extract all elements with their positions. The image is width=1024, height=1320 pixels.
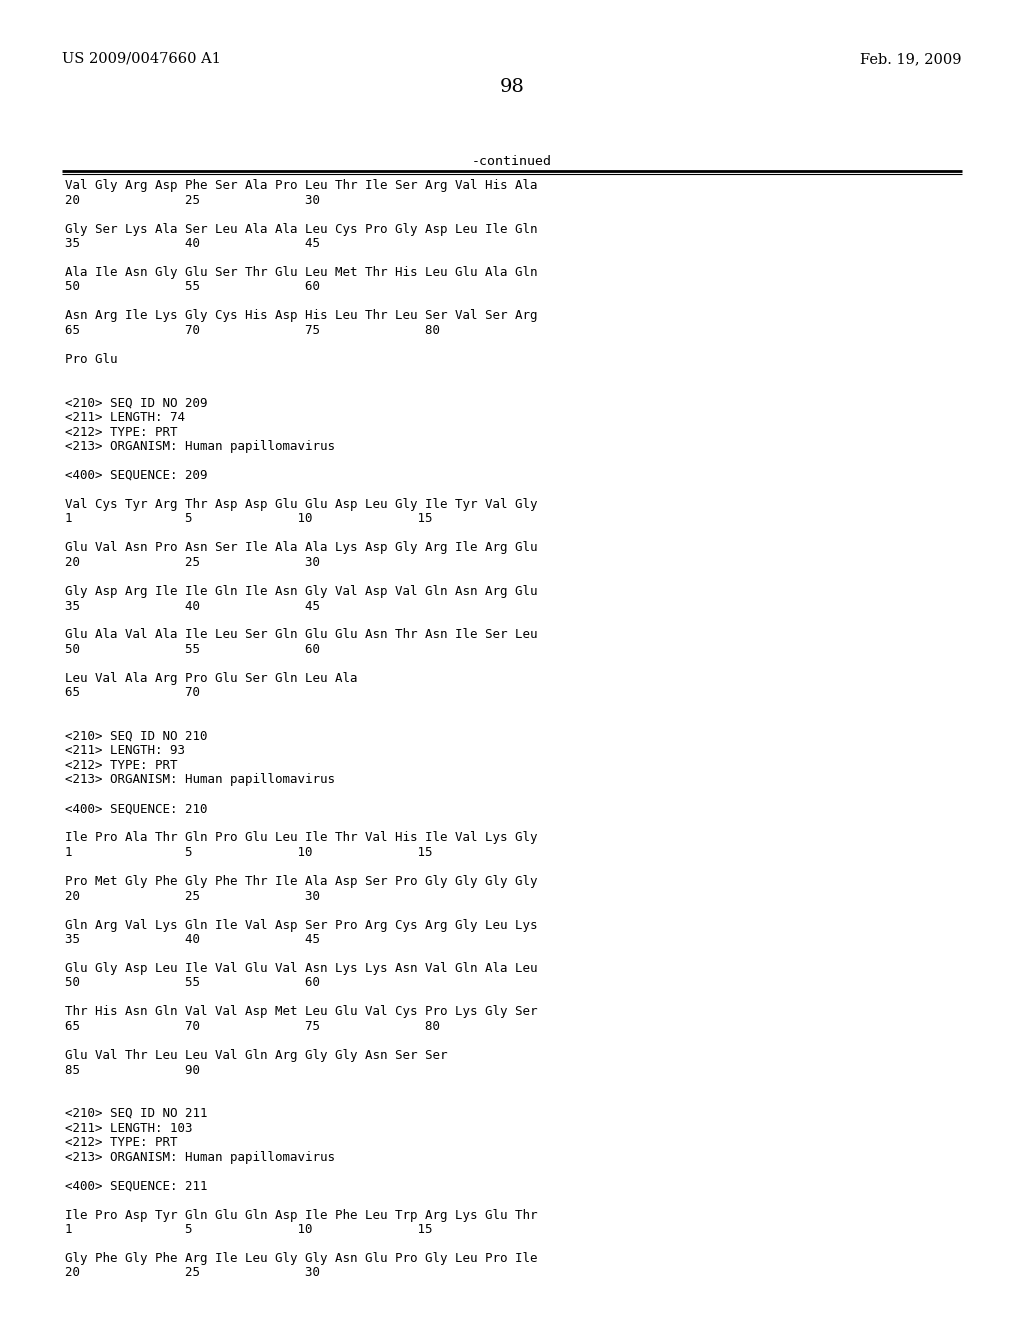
Text: Glu Gly Asp Leu Ile Val Glu Val Asn Lys Lys Asn Val Gln Ala Leu: Glu Gly Asp Leu Ile Val Glu Val Asn Lys … [65,962,538,975]
Text: Ala Ile Asn Gly Glu Ser Thr Glu Leu Met Thr His Leu Glu Ala Gln: Ala Ile Asn Gly Glu Ser Thr Glu Leu Met … [65,267,538,279]
Text: Glu Ala Val Ala Ile Leu Ser Gln Glu Glu Asn Thr Asn Ile Ser Leu: Glu Ala Val Ala Ile Leu Ser Gln Glu Glu … [65,628,538,642]
Text: Ile Pro Asp Tyr Gln Glu Gln Asp Ile Phe Leu Trp Arg Lys Glu Thr: Ile Pro Asp Tyr Gln Glu Gln Asp Ile Phe … [65,1209,538,1221]
Text: Pro Glu: Pro Glu [65,352,118,366]
Text: 20              25              30: 20 25 30 [65,556,319,569]
Text: Gly Asp Arg Ile Ile Gln Ile Asn Gly Val Asp Val Gln Asn Arg Glu: Gly Asp Arg Ile Ile Gln Ile Asn Gly Val … [65,585,538,598]
Text: <213> ORGANISM: Human papillomavirus: <213> ORGANISM: Human papillomavirus [65,440,335,453]
Text: <211> LENGTH: 103: <211> LENGTH: 103 [65,1122,193,1134]
Text: 35              40              45: 35 40 45 [65,599,319,612]
Text: <210> SEQ ID NO 210: <210> SEQ ID NO 210 [65,730,208,743]
Text: 50              55              60: 50 55 60 [65,643,319,656]
Text: 20              25              30: 20 25 30 [65,1266,319,1279]
Text: 65              70              75              80: 65 70 75 80 [65,323,440,337]
Text: <211> LENGTH: 74: <211> LENGTH: 74 [65,411,185,424]
Text: <211> LENGTH: 93: <211> LENGTH: 93 [65,744,185,758]
Text: Gly Phe Gly Phe Arg Ile Leu Gly Gly Asn Glu Pro Gly Leu Pro Ile: Gly Phe Gly Phe Arg Ile Leu Gly Gly Asn … [65,1251,538,1265]
Text: US 2009/0047660 A1: US 2009/0047660 A1 [62,51,221,66]
Text: Val Cys Tyr Arg Thr Asp Asp Glu Glu Asp Leu Gly Ile Tyr Val Gly: Val Cys Tyr Arg Thr Asp Asp Glu Glu Asp … [65,498,538,511]
Text: <212> TYPE: PRT: <212> TYPE: PRT [65,425,177,438]
Text: Gly Ser Lys Ala Ser Leu Ala Ala Leu Cys Pro Gly Asp Leu Ile Gln: Gly Ser Lys Ala Ser Leu Ala Ala Leu Cys … [65,223,538,235]
Text: 1               5              10              15: 1 5 10 15 [65,1224,432,1236]
Text: <210> SEQ ID NO 211: <210> SEQ ID NO 211 [65,1107,208,1119]
Text: Leu Val Ala Arg Pro Glu Ser Gln Leu Ala: Leu Val Ala Arg Pro Glu Ser Gln Leu Ala [65,672,357,685]
Text: -continued: -continued [472,154,552,168]
Text: Thr His Asn Gln Val Val Asp Met Leu Glu Val Cys Pro Lys Gly Ser: Thr His Asn Gln Val Val Asp Met Leu Glu … [65,1006,538,1019]
Text: 98: 98 [500,78,524,96]
Text: <213> ORGANISM: Human papillomavirus: <213> ORGANISM: Human papillomavirus [65,1151,335,1163]
Text: <212> TYPE: PRT: <212> TYPE: PRT [65,759,177,772]
Text: 50              55              60: 50 55 60 [65,977,319,990]
Text: <400> SEQUENCE: 210: <400> SEQUENCE: 210 [65,803,208,816]
Text: Pro Met Gly Phe Gly Phe Thr Ile Ala Asp Ser Pro Gly Gly Gly Gly: Pro Met Gly Phe Gly Phe Thr Ile Ala Asp … [65,875,538,888]
Text: 65              70              75              80: 65 70 75 80 [65,1020,440,1034]
Text: <210> SEQ ID NO 209: <210> SEQ ID NO 209 [65,396,208,409]
Text: 1               5              10              15: 1 5 10 15 [65,846,432,859]
Text: Asn Arg Ile Lys Gly Cys His Asp His Leu Thr Leu Ser Val Ser Arg: Asn Arg Ile Lys Gly Cys His Asp His Leu … [65,309,538,322]
Text: <212> TYPE: PRT: <212> TYPE: PRT [65,1137,177,1148]
Text: 85              90: 85 90 [65,1064,200,1077]
Text: Glu Val Asn Pro Asn Ser Ile Ala Ala Lys Asp Gly Arg Ile Arg Glu: Glu Val Asn Pro Asn Ser Ile Ala Ala Lys … [65,541,538,554]
Text: 35              40              45: 35 40 45 [65,238,319,249]
Text: 50              55              60: 50 55 60 [65,281,319,293]
Text: <400> SEQUENCE: 211: <400> SEQUENCE: 211 [65,1180,208,1192]
Text: 20              25              30: 20 25 30 [65,194,319,206]
Text: <213> ORGANISM: Human papillomavirus: <213> ORGANISM: Human papillomavirus [65,774,335,787]
Text: 65              70: 65 70 [65,686,200,700]
Text: <400> SEQUENCE: 209: <400> SEQUENCE: 209 [65,469,208,482]
Text: 20              25              30: 20 25 30 [65,890,319,903]
Text: 1               5              10              15: 1 5 10 15 [65,512,432,525]
Text: Glu Val Thr Leu Leu Val Gln Arg Gly Gly Asn Ser Ser: Glu Val Thr Leu Leu Val Gln Arg Gly Gly … [65,1049,447,1063]
Text: Ile Pro Ala Thr Gln Pro Glu Leu Ile Thr Val His Ile Val Lys Gly: Ile Pro Ala Thr Gln Pro Glu Leu Ile Thr … [65,832,538,845]
Text: Val Gly Arg Asp Phe Ser Ala Pro Leu Thr Ile Ser Arg Val His Ala: Val Gly Arg Asp Phe Ser Ala Pro Leu Thr … [65,180,538,191]
Text: 35              40              45: 35 40 45 [65,933,319,946]
Text: Gln Arg Val Lys Gln Ile Val Asp Ser Pro Arg Cys Arg Gly Leu Lys: Gln Arg Val Lys Gln Ile Val Asp Ser Pro … [65,919,538,932]
Text: Feb. 19, 2009: Feb. 19, 2009 [860,51,962,66]
